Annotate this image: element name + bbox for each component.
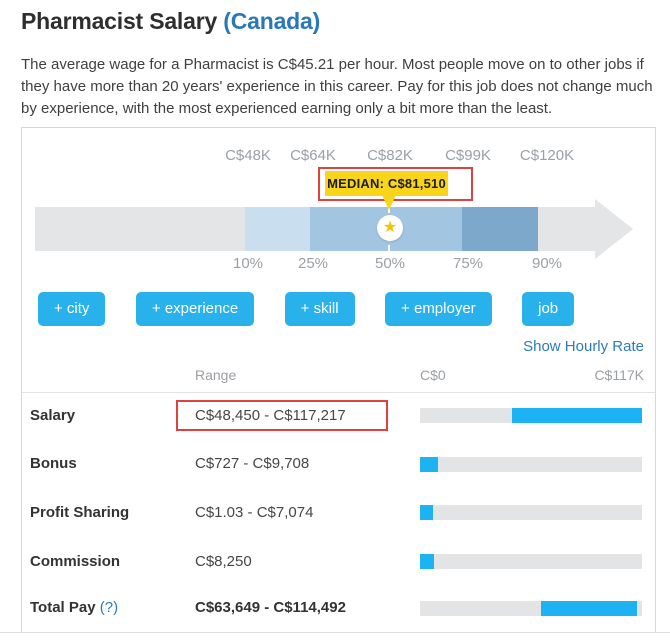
row-label: Total Pay (?) [30,598,190,618]
median-tooltip: MEDIAN: C$81,510 [325,171,448,196]
row-range-value: C$1.03 - C$7,074 [195,504,314,521]
percentile-label-10: 10% [232,255,264,272]
row-label: Salary [30,407,76,424]
axis-label-50th: C$82K [367,147,413,164]
salary-highlight-box [176,400,388,431]
percentile-label-90: 90% [531,255,563,272]
row-bar-fill [420,554,435,569]
row-label-text: Total Pay [30,599,96,616]
row-bar-track [420,408,642,423]
percentile-label-50: 50% [374,255,406,272]
page-title-text: Pharmacist Salary [21,8,218,34]
filter-button-row: + city + experience + skill + employer j… [38,292,600,326]
axis-label-75th: C$99K [445,147,491,164]
row-bar-fill [420,505,434,520]
row-bar-fill [420,457,439,472]
row-bar-track [420,601,642,616]
total-pay-help-icon[interactable]: (?) [99,599,119,616]
row-bar-fill [540,601,638,616]
add-city-button[interactable]: + city [38,292,106,326]
add-skill-button[interactable]: + skill [284,292,355,326]
row-bar-track [420,505,642,520]
segment-10-25 [245,207,310,251]
table-header-divider [22,392,655,393]
salary-description: The average wage for a Pharmacist is C$4… [21,56,653,117]
percentile-label-25: 25% [297,255,329,272]
axis-label-10th: C$48K [225,147,271,164]
region-link[interactable]: (Canada) [223,8,321,34]
star-icon: ★ [382,219,398,236]
row-label: Bonus [30,455,77,472]
column-header-range: Range [195,367,237,383]
show-hourly-rate-link[interactable]: Show Hourly Rate [523,338,644,355]
job-button[interactable]: job [522,292,575,326]
row-range-value: C$727 - C$9,708 [195,455,310,472]
column-header-max: C$117K [594,367,644,383]
row-range-value: C$8,250 [195,553,252,570]
add-employer-button[interactable]: + employer [385,292,492,326]
row-bar-fill [511,408,642,423]
median-star-marker: ★ [377,215,403,241]
row-range-value: C$63,649 - C$114,492 [195,599,346,616]
section-divider [0,632,670,633]
range-bar-arrow-icon [595,199,633,259]
row-bar-track [420,457,642,472]
column-header-min: C$0 [420,367,446,383]
row-label: Commission [30,553,121,570]
percentile-label-75: 75% [452,255,484,272]
row-range-value: C$48,450 - C$117,217 [195,407,346,424]
row-label: Profit Sharing [30,504,130,521]
add-experience-button[interactable]: + experience [135,292,255,326]
axis-label-25th: C$64K [290,147,336,164]
page-title: Pharmacist Salary (Canada) [21,8,320,35]
median-tooltip-pointer-icon [382,195,396,210]
segment-75-90 [462,207,538,251]
row-bar-track [420,554,642,569]
axis-label-90th: C$120K [519,147,575,164]
